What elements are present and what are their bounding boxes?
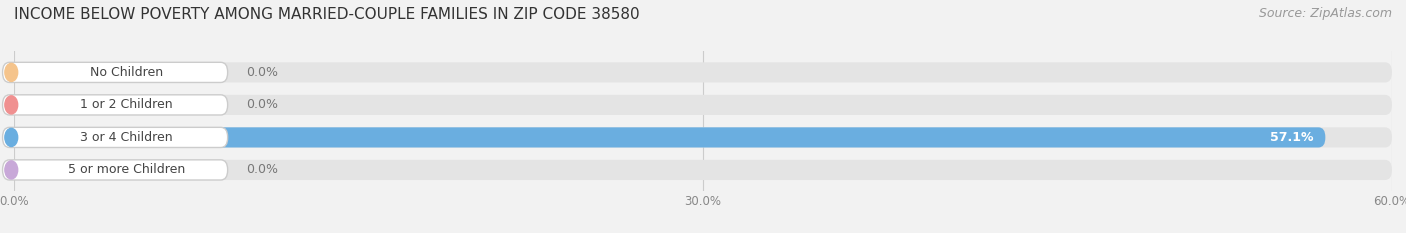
FancyBboxPatch shape [14,127,1392,147]
Text: 1 or 2 Children: 1 or 2 Children [80,98,173,111]
FancyBboxPatch shape [3,160,228,180]
Text: Source: ZipAtlas.com: Source: ZipAtlas.com [1258,7,1392,20]
Text: No Children: No Children [90,66,163,79]
Text: INCOME BELOW POVERTY AMONG MARRIED-COUPLE FAMILIES IN ZIP CODE 38580: INCOME BELOW POVERTY AMONG MARRIED-COUPL… [14,7,640,22]
FancyBboxPatch shape [14,62,1392,82]
Text: 0.0%: 0.0% [246,98,278,111]
Text: 5 or more Children: 5 or more Children [67,163,186,176]
Circle shape [4,128,18,147]
Text: 3 or 4 Children: 3 or 4 Children [80,131,173,144]
Text: 0.0%: 0.0% [246,163,278,176]
FancyBboxPatch shape [14,160,1392,180]
FancyBboxPatch shape [14,95,1392,115]
FancyBboxPatch shape [3,95,228,115]
Circle shape [4,161,18,179]
Text: 0.0%: 0.0% [246,66,278,79]
FancyBboxPatch shape [3,127,228,147]
Circle shape [4,96,18,114]
FancyBboxPatch shape [3,62,228,82]
Circle shape [4,63,18,82]
Text: 57.1%: 57.1% [1271,131,1313,144]
FancyBboxPatch shape [14,127,1326,147]
